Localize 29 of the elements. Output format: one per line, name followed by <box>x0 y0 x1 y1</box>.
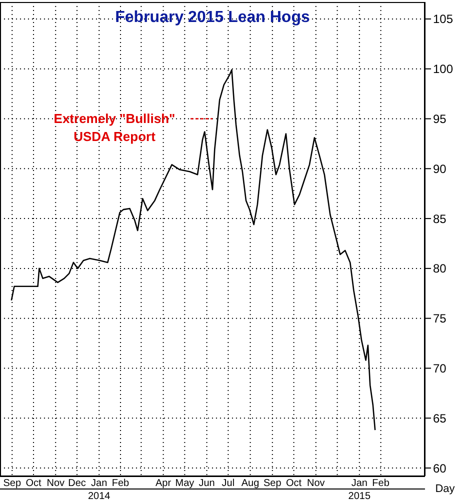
x-tick-label: Jun <box>198 478 215 489</box>
x-tick-label: Sep <box>264 478 282 489</box>
x-tick-label: May <box>175 478 194 489</box>
annotation: Extremely "Bullish" USDA Report <box>54 110 176 144</box>
x-tick-label: Jan 2014 <box>88 478 111 502</box>
x-tick-label: Oct <box>286 478 302 489</box>
x-tick-label: Sep <box>3 478 22 489</box>
y-tick-label: 80 <box>433 262 447 276</box>
x-tick-label: Nov <box>307 478 325 489</box>
x-tick-label: Feb <box>372 478 390 489</box>
y-tick-label: 60 <box>433 461 447 476</box>
x-tick-label: Nov <box>46 478 65 489</box>
x-tick-label: Jan 2015 <box>348 478 371 502</box>
x-tick-label: Feb <box>112 478 130 489</box>
y-tick-label: 105 <box>433 12 454 26</box>
y-tick-label: 95 <box>433 112 447 126</box>
y-tick-label: 85 <box>433 212 447 226</box>
text: Day <box>435 483 456 495</box>
x-tick-label: Aug <box>241 478 260 489</box>
y-tick-label: 100 <box>433 62 454 76</box>
chart-title: February 2015 Lean Hogs <box>115 9 310 26</box>
y-tick-label: 65 <box>433 411 447 426</box>
x-tick-label: Oct <box>26 478 42 489</box>
y-tick-label: 70 <box>433 361 447 376</box>
y-tick-label: 75 <box>433 312 447 326</box>
x-tick-label: Jul <box>222 478 235 489</box>
x-tick-label: Dec <box>68 478 86 489</box>
x-tick-label: Apr <box>156 478 172 489</box>
y-tick-label: 90 <box>433 162 447 176</box>
